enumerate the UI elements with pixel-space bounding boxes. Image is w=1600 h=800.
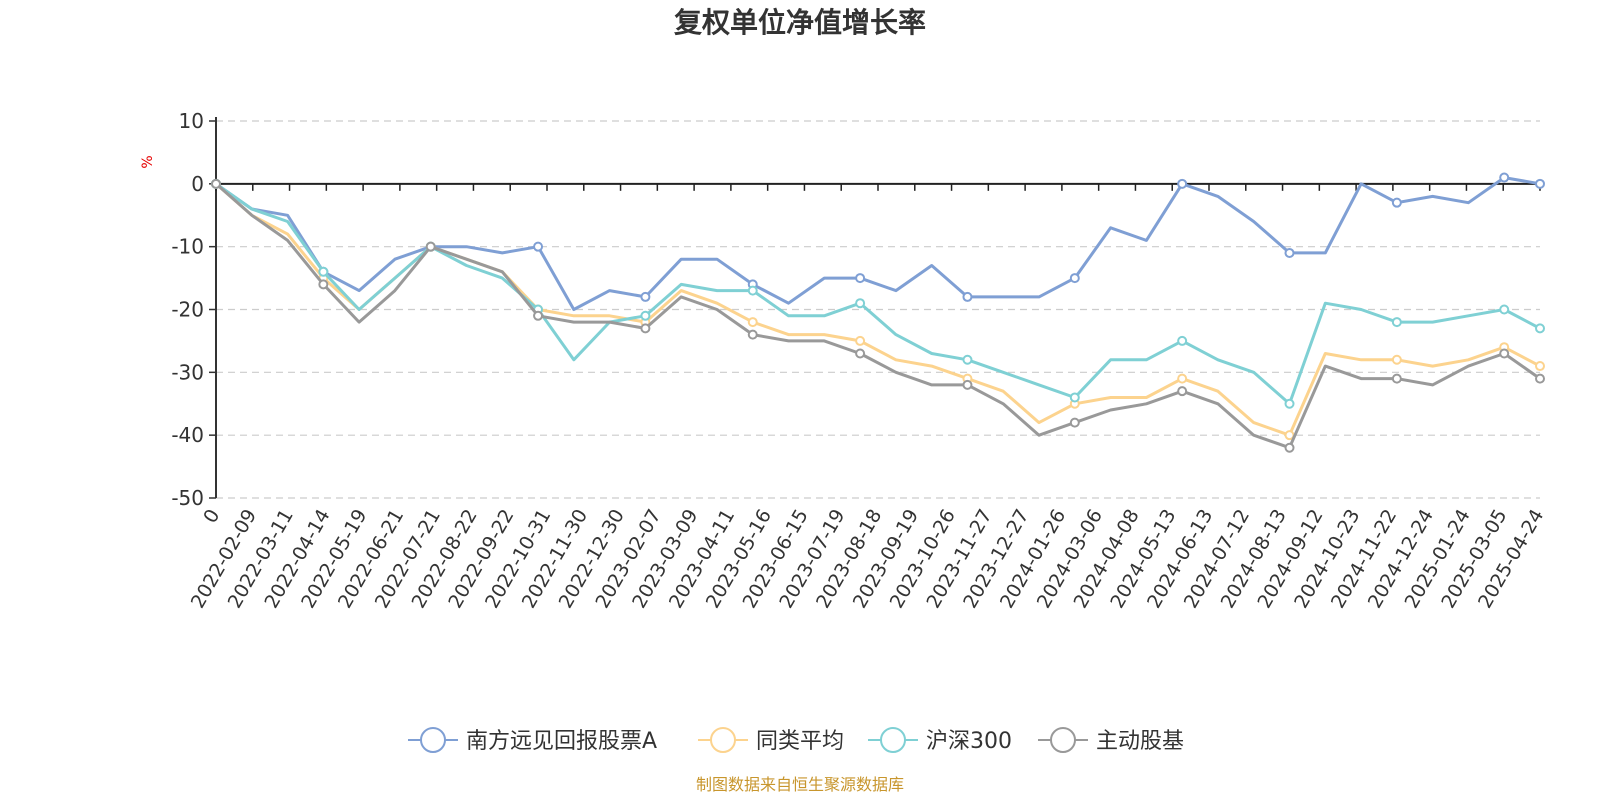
legend-circle-icon xyxy=(710,727,736,753)
legend-item[interactable]: 沪深300 xyxy=(868,727,1012,754)
data-point xyxy=(855,348,866,359)
data-point xyxy=(1069,392,1080,403)
data-point xyxy=(1499,348,1510,359)
legend-label: 同类平均 xyxy=(756,729,844,754)
data-point xyxy=(962,379,973,390)
data-point xyxy=(855,335,866,346)
y-tick-label: -30 xyxy=(171,360,204,384)
data-point xyxy=(1499,304,1510,315)
data-point xyxy=(962,354,973,365)
chart-title: 复权单位净值增长率 xyxy=(674,6,926,39)
legend-circle-icon xyxy=(420,727,446,753)
y-tick-label: -40 xyxy=(171,423,204,447)
data-point xyxy=(1535,361,1545,372)
data-point xyxy=(640,291,651,302)
series-3 xyxy=(211,178,1545,453)
data-point xyxy=(211,178,221,189)
data-point xyxy=(533,241,544,252)
x-axis: 02022-02-092022-03-112022-04-142022-05-1… xyxy=(187,182,1548,612)
legend-label: 主动股基 xyxy=(1096,729,1184,754)
y-tick-label: -50 xyxy=(171,486,204,510)
series-line xyxy=(214,176,1542,311)
data-point xyxy=(1284,398,1295,409)
series-line xyxy=(214,182,1542,450)
data-point xyxy=(1535,178,1545,189)
data-point xyxy=(747,317,758,328)
y-tick-label: -20 xyxy=(171,298,204,322)
data-point xyxy=(1535,373,1545,384)
data-point xyxy=(533,310,544,321)
data-point xyxy=(747,285,758,296)
data-point xyxy=(1284,442,1295,453)
series-0 xyxy=(211,172,1545,311)
data-point xyxy=(1069,417,1080,428)
legend-item[interactable]: 主动股基 xyxy=(1038,727,1184,754)
data-point xyxy=(1284,247,1295,258)
data-point xyxy=(640,323,651,334)
data-point xyxy=(1177,386,1188,397)
data-point xyxy=(1391,354,1402,365)
y-tick-label: 10 xyxy=(179,109,204,133)
data-point xyxy=(1177,335,1188,346)
data-point xyxy=(1069,273,1080,284)
legend-circle-icon xyxy=(1050,727,1076,753)
data-point xyxy=(1499,172,1510,183)
data-point xyxy=(855,298,866,309)
data-point xyxy=(1177,178,1188,189)
data-point xyxy=(855,273,866,284)
data-point xyxy=(318,266,329,277)
legend-label: 沪深300 xyxy=(926,729,1012,754)
data-point xyxy=(640,310,651,321)
y-axis-unit: % xyxy=(140,155,156,168)
data-point xyxy=(1535,323,1545,334)
data-point xyxy=(1177,373,1188,384)
grid-lines xyxy=(216,120,1540,499)
data-point xyxy=(747,329,758,340)
y-tick-label: 0 xyxy=(191,172,204,196)
data-point xyxy=(318,279,329,290)
data-point xyxy=(962,291,973,302)
y-axis: 10 0 -10 -20 -30 -40 -50 xyxy=(171,109,217,510)
data-point xyxy=(1391,317,1402,328)
series-lines xyxy=(211,172,1545,453)
source-note: 制图数据来自恒生聚源数据库 xyxy=(696,775,904,794)
legend-item[interactable]: 南方远见回报股票A xyxy=(408,727,657,754)
legend-item[interactable]: 同类平均 xyxy=(698,727,844,754)
data-point xyxy=(425,241,436,252)
data-point xyxy=(1391,197,1402,208)
x-tick-label: 0 xyxy=(199,506,224,527)
legend-label: 南方远见回报股票A xyxy=(466,729,657,754)
y-tick-label: -10 xyxy=(171,235,204,259)
data-point xyxy=(1391,373,1402,384)
legend-circle-icon xyxy=(880,727,906,753)
legend[interactable]: 南方远见回报股票A 同类平均 沪深300 主动股基 xyxy=(408,727,1184,754)
